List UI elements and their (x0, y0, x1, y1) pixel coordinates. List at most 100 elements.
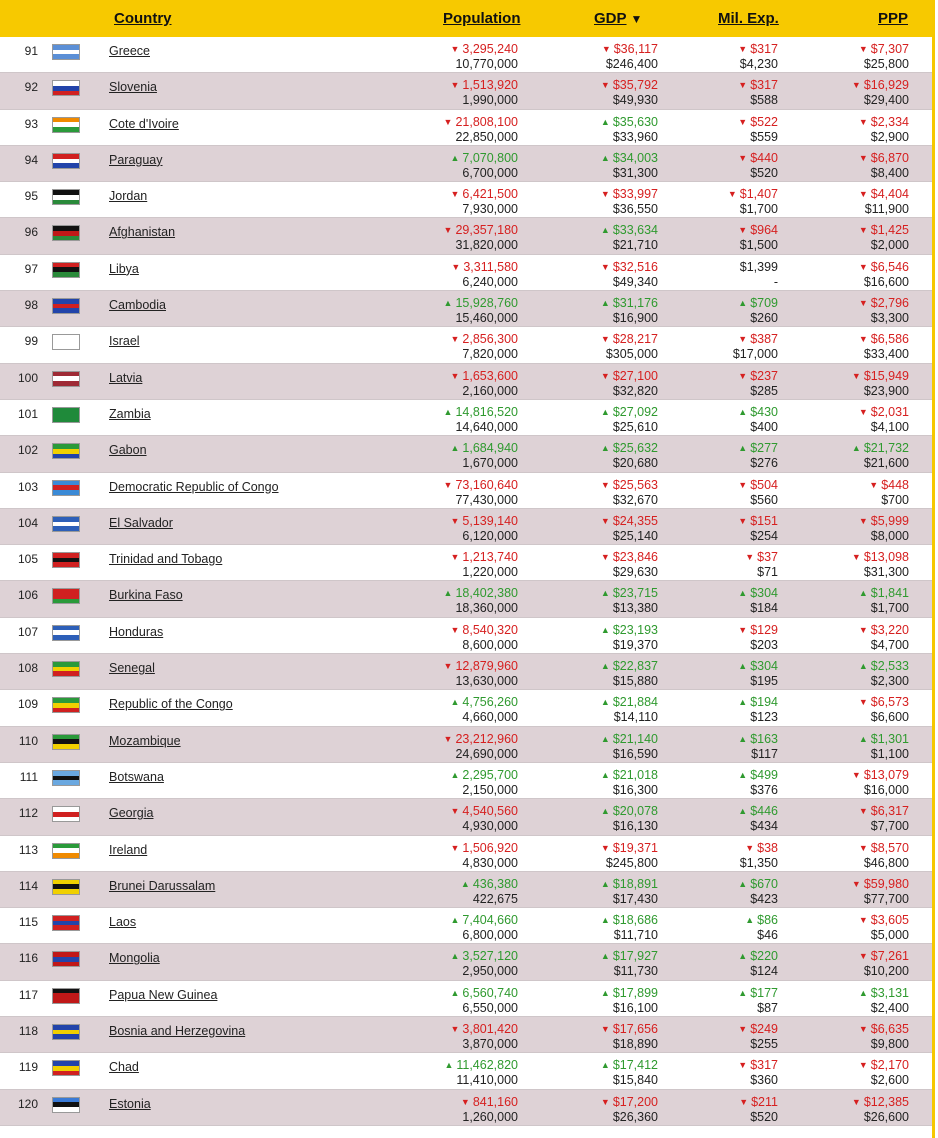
sort-down-icon[interactable]: ▼ (630, 12, 643, 26)
mil-exp-cell-projected: $400 (750, 419, 778, 434)
country-link[interactable]: Paraguay (109, 152, 163, 167)
trend-down-icon: ▼ (600, 515, 610, 526)
country-link[interactable]: Cote d'Ivoire (109, 116, 179, 131)
trend-down-icon: ▼ (600, 370, 610, 381)
gdp-cell-current: ▲ $17,412 (600, 1058, 658, 1073)
country-link[interactable]: Honduras (109, 624, 164, 639)
gdp-cell: ▲ $20,078 $16,130 (601, 804, 658, 834)
country-link[interactable]: Republic of the Congo (109, 697, 233, 712)
mil-exp-cell: ▼ $38 $1,350 (740, 841, 778, 871)
mil-exp-cell-current: ▲ $194 (738, 695, 778, 710)
trend-up-icon: ▲ (738, 733, 748, 744)
gdp-cell-current: ▲ $23,715 (600, 586, 658, 601)
trend-up-icon: ▲ (600, 878, 610, 889)
gdp-column-header[interactable]: GDP ▼ (594, 10, 642, 27)
population-cell-current: ▲ 7,070,800 (450, 150, 518, 165)
population-cell: ▼ 23,212,960 24,690,000 (444, 732, 518, 762)
gdp-cell: ▲ $21,884 $14,110 (601, 695, 658, 725)
country-link[interactable]: Democratic Republic of Congo (109, 479, 279, 494)
country-link[interactable]: Mozambique (109, 733, 181, 748)
gdp-cell-projected: $14,110 (613, 710, 658, 725)
mil-exp-cell: ▲ $670 $423 (738, 877, 778, 907)
country-link[interactable]: Senegal (109, 661, 155, 676)
mil-exp-cell-projected: $376 (750, 782, 778, 797)
ppp-cell-projected: $11,900 (864, 202, 909, 217)
trend-down-icon: ▼ (600, 80, 610, 91)
country-flag-icon (52, 80, 80, 97)
country-link[interactable]: Greece (109, 44, 150, 58)
table-row: 94 Paraguay ▲ 7,070,800 6,700,000 ▲ $34,003 $31… (0, 145, 932, 183)
country-link[interactable]: Botswana (109, 769, 164, 784)
gdp-cell-current: ▲ $34,003 (600, 150, 658, 165)
ppp-cell-projected: $4,100 (870, 419, 909, 434)
country-link[interactable]: Zambia (109, 406, 151, 421)
gdp-cell: ▼ $19,371 $245,800 (601, 841, 658, 871)
country-link[interactable]: Gabon (109, 443, 147, 458)
ppp-cell-projected: $7,700 (870, 819, 909, 834)
population-cell: ▲ 4,756,260 4,660,000 (450, 695, 518, 725)
country-flag-icon (52, 588, 80, 605)
gdp-cell-current: ▲ $21,140 (600, 731, 658, 746)
country-link[interactable]: Trinidad and Tobago (109, 552, 223, 567)
rank-number: 108 (17, 661, 38, 676)
country-column-header[interactable]: Country (114, 10, 172, 27)
ppp-cell-current: ▲ $21,732 (851, 441, 909, 456)
country-flag-icon (52, 842, 80, 859)
mil-exp-cell-projected: $520 (750, 165, 778, 180)
gdp-cell: ▲ $17,927 $11,730 (601, 949, 658, 979)
gdp-cell: ▲ $35,630 $33,960 (601, 115, 658, 145)
population-column-header[interactable]: Population (443, 10, 521, 27)
trend-down-icon: ▼ (858, 406, 868, 417)
population-cell-current: ▼ 3,801,420 (450, 1022, 518, 1037)
country-link[interactable]: Cambodia (109, 298, 166, 313)
country-link[interactable]: El Salvador (109, 515, 173, 530)
country-link[interactable]: Estonia (109, 1096, 151, 1111)
ppp-cell-current: ▼ $13,098 (851, 550, 909, 565)
country-link[interactable]: Burkina Faso (109, 588, 183, 603)
country-link[interactable]: Brunei Darussalam (109, 878, 216, 893)
country-link[interactable]: Chad (109, 1060, 139, 1075)
country-link[interactable]: Latvia (109, 370, 143, 385)
country-link[interactable]: Libya (109, 261, 139, 276)
country-link[interactable]: Papua New Guinea (109, 987, 218, 1002)
country-flag-icon (52, 552, 80, 569)
rank-number: 98 (24, 298, 38, 313)
table-body: 91 Greece ▼ 3,295,240 10,770,000 ▼ $36,117 $246… (0, 37, 932, 1126)
trend-down-icon: ▼ (858, 915, 868, 926)
trend-up-icon: ▲ (600, 697, 610, 708)
trend-down-icon: ▼ (851, 769, 861, 780)
trend-up-icon: ▲ (738, 697, 748, 708)
trend-down-icon: ▼ (858, 261, 868, 272)
gdp-cell-current: ▼ $19,371 (600, 840, 658, 855)
mil-exp-cell-current: $1,399 (739, 259, 778, 274)
country-link[interactable]: Mongolia (109, 951, 160, 966)
table-row: 101 Zambia ▲ 14,816,520 14,640,000 ▲ $27,092 $2… (0, 399, 932, 437)
country-link[interactable]: Ireland (109, 842, 148, 857)
table-row: 111 Botswana ▲ 2,295,700 2,150,000 ▲ $21,018 $1… (0, 762, 932, 800)
country-link[interactable]: Bosnia and Herzegovina (109, 1024, 246, 1039)
country-link[interactable]: Slovenia (109, 80, 157, 95)
mil-exp-cell: ▼ $237 $285 (738, 369, 778, 399)
population-cell: ▲ 11,462,820 11,410,000 (444, 1058, 518, 1088)
country-link[interactable]: Laos (109, 915, 137, 930)
ppp-column-header[interactable]: PPP (878, 10, 909, 27)
country-link[interactable]: Afghanistan (109, 225, 176, 240)
table-row: 106 Burkina Faso ▲ 18,402,380 18,360,000 ▲ $23… (0, 581, 932, 618)
population-cell-projected: 1,670,000 (462, 456, 518, 471)
rank-number: 114 (18, 878, 38, 893)
gdp-cell-projected: $15,840 (612, 1073, 658, 1088)
country-flag-icon (52, 1096, 80, 1113)
ppp-cell-current: ▼ $3,605 (858, 913, 909, 928)
country-link[interactable]: Jordan (109, 189, 148, 204)
country-link[interactable]: Georgia (109, 806, 154, 821)
gdp-cell-current: ▼ $35,792 (600, 78, 658, 93)
ppp-cell-projected: $2,300 (870, 674, 909, 689)
ppp-cell-current: ▼ $15,949 (851, 368, 909, 383)
population-cell-projected: 1,220,000 (462, 565, 518, 580)
population-cell-projected: 4,660,000 (462, 710, 518, 725)
population-cell: ▼ 21,808,100 22,850,000 (444, 115, 518, 145)
population-cell: ▲ 7,404,660 6,800,000 (450, 913, 518, 943)
country-link[interactable]: Israel (109, 334, 140, 349)
mil-exp-column-header[interactable]: Mil. Exp. (718, 10, 779, 27)
ppp-cell: ▲ $2,533 $2,300 (859, 659, 909, 689)
